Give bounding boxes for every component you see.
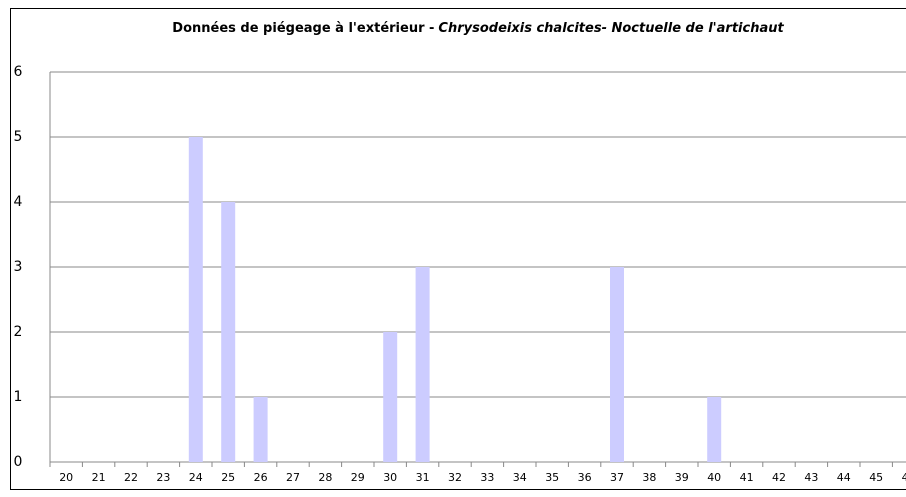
x-tick-label: 45 <box>869 471 883 484</box>
bar <box>188 137 203 462</box>
x-tick-label: 32 <box>448 471 462 484</box>
x-tick-label: 38 <box>642 471 656 484</box>
x-tick-label: 30 <box>383 471 397 484</box>
x-tick-label: 27 <box>286 471 300 484</box>
bar <box>221 202 236 462</box>
bar <box>707 397 722 462</box>
bar <box>253 397 268 462</box>
bar <box>415 267 430 462</box>
x-tick-label: 42 <box>772 471 786 484</box>
x-tick-label: 41 <box>740 471 754 484</box>
y-tick-label: 4 <box>14 194 23 210</box>
x-tick-label: 36 <box>578 471 592 484</box>
x-tick-label: 37 <box>610 471 624 484</box>
x-tick-label: 22 <box>124 471 138 484</box>
chart-title: Données de piégeage à l'extérieur - Chrys… <box>172 21 784 36</box>
x-tick-label: 35 <box>545 471 559 484</box>
x-tick-label: 29 <box>351 471 365 484</box>
x-tick-label: 23 <box>156 471 170 484</box>
x-tick-label: 28 <box>318 471 332 484</box>
y-tick-label: 0 <box>14 454 23 470</box>
x-tick-label: 21 <box>92 471 106 484</box>
y-tick-label: 3 <box>14 259 23 275</box>
x-tick-label: 43 <box>804 471 818 484</box>
x-tick-label: 40 <box>707 471 721 484</box>
x-tick-label: 33 <box>480 471 494 484</box>
title-main: Données de piégeage à l'extérieur - <box>172 21 434 36</box>
y-tick-label: 2 <box>14 324 23 340</box>
x-tick-label: 20 <box>59 471 73 484</box>
x-tick-label: 26 <box>254 471 268 484</box>
x-tick-label: 25 <box>221 471 235 484</box>
frame <box>10 8 906 490</box>
bar <box>383 332 398 462</box>
x-tick-label: 24 <box>189 471 203 484</box>
x-tick-label: 46 <box>902 471 906 484</box>
y-tick-label: 5 <box>14 129 23 145</box>
x-tick-label: 44 <box>837 471 851 484</box>
x-tick-label: 31 <box>416 471 430 484</box>
title-species: Chrysodeixis chalcites- Noctuelle de l'a… <box>438 21 784 36</box>
y-tick-label: 6 <box>14 64 23 80</box>
bar <box>610 267 624 462</box>
y-tick-label: 1 <box>14 389 23 405</box>
x-tick-label: 34 <box>513 471 527 484</box>
x-tick-label: 39 <box>675 471 689 484</box>
